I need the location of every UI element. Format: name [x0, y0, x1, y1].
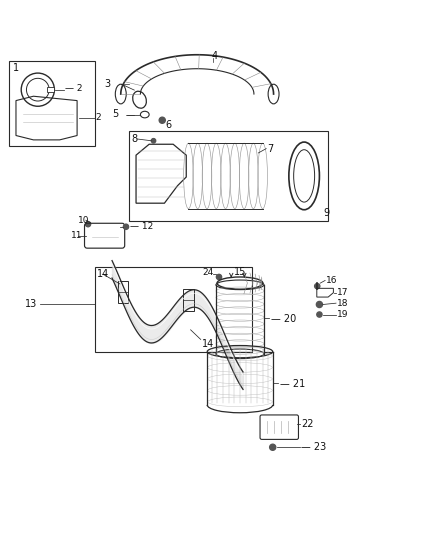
Text: 24: 24	[202, 268, 214, 277]
Text: 17: 17	[337, 288, 348, 297]
Circle shape	[314, 284, 320, 289]
Circle shape	[151, 139, 155, 143]
Circle shape	[85, 222, 91, 227]
Text: 19: 19	[337, 310, 348, 319]
Text: 16: 16	[326, 276, 337, 285]
Bar	[130, 131, 328, 221]
Circle shape	[317, 312, 322, 317]
Text: 22: 22	[301, 419, 314, 429]
Text: 8: 8	[132, 134, 138, 144]
Text: 15: 15	[234, 267, 246, 277]
Circle shape	[216, 274, 222, 280]
Bar	[95, 266, 252, 352]
Text: — 12: — 12	[130, 222, 153, 231]
Text: 10: 10	[78, 216, 90, 225]
Text: 4: 4	[211, 52, 217, 61]
Text: — 20: — 20	[271, 314, 296, 324]
Text: 2: 2	[95, 112, 101, 122]
Circle shape	[270, 444, 276, 450]
Circle shape	[159, 117, 165, 123]
Bar	[118, 281, 128, 303]
Text: 3: 3	[105, 79, 111, 89]
Bar	[183, 289, 194, 311]
Text: 14: 14	[97, 269, 109, 279]
Text: — 21: — 21	[280, 378, 305, 389]
Text: 13: 13	[25, 298, 37, 309]
Text: 11: 11	[71, 231, 82, 240]
Bar	[10, 61, 95, 147]
Text: 6: 6	[166, 119, 172, 130]
Text: 14: 14	[201, 339, 214, 349]
Circle shape	[124, 224, 129, 229]
Text: 7: 7	[267, 143, 273, 154]
Text: — 2: — 2	[65, 84, 82, 93]
Circle shape	[316, 302, 322, 308]
Text: 9: 9	[324, 208, 330, 218]
Text: 18: 18	[337, 298, 348, 308]
Text: 5: 5	[112, 109, 118, 119]
Text: — 23: — 23	[301, 442, 326, 453]
Bar	[47, 87, 53, 92]
Text: 1: 1	[13, 63, 19, 73]
